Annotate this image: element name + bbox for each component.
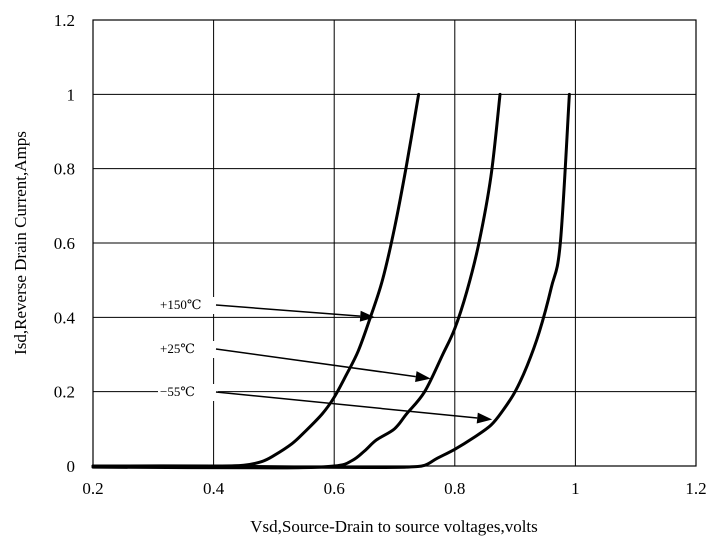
curve-plus-150c xyxy=(91,92,421,468)
annotation-label-background xyxy=(158,384,218,401)
annotation-arrow-line xyxy=(215,391,478,419)
annotation-plus-25c: +25℃ xyxy=(160,341,195,356)
annotation-label-background xyxy=(158,341,218,358)
x-tick-label: 0.8 xyxy=(444,479,465,498)
y-tick-label: 0.4 xyxy=(54,308,76,327)
annotation-plus-150c: +150℃ xyxy=(160,297,201,312)
arrowhead xyxy=(359,310,376,322)
y-tick-label: 1.2 xyxy=(54,11,75,30)
y-tick-label: 0 xyxy=(67,457,76,476)
annotation-label-background xyxy=(158,297,218,314)
x-tick-label: 0.4 xyxy=(203,479,225,498)
annotation-arrow-line xyxy=(215,348,416,378)
arrowhead xyxy=(476,412,493,424)
y-tick-label: 0.2 xyxy=(54,383,75,402)
tick-labels: 0.2 0.4 0.6 0.8 1 1.2 0 0.2 0.4 0.6 0.8 1 1.2 xyxy=(54,11,707,498)
y-axis-label: Isd,Reverse Drain Current,Amps xyxy=(11,131,30,355)
y-tick-label: 0.8 xyxy=(54,160,75,179)
annotation-minus-55c: −55℃ xyxy=(160,384,195,399)
x-tick-label: 1.2 xyxy=(685,479,706,498)
x-tick-label: 0.2 xyxy=(82,479,103,498)
curve-plus-25c xyxy=(91,92,502,470)
x-axis-label: Vsd,Source-Drain to source voltages,volt… xyxy=(250,517,538,536)
x-tick-label: 1 xyxy=(571,479,580,498)
annotation-arrow-line xyxy=(215,304,361,317)
series-curves xyxy=(91,92,571,470)
temperature-annotations: +150℃ +25℃ −55℃ xyxy=(158,297,493,424)
x-tick-label: 0.6 xyxy=(324,479,345,498)
y-tick-label: 1 xyxy=(67,85,76,104)
arrowhead xyxy=(415,371,431,383)
y-tick-label: 0.6 xyxy=(54,234,75,253)
curve-minus-55c xyxy=(91,92,571,469)
